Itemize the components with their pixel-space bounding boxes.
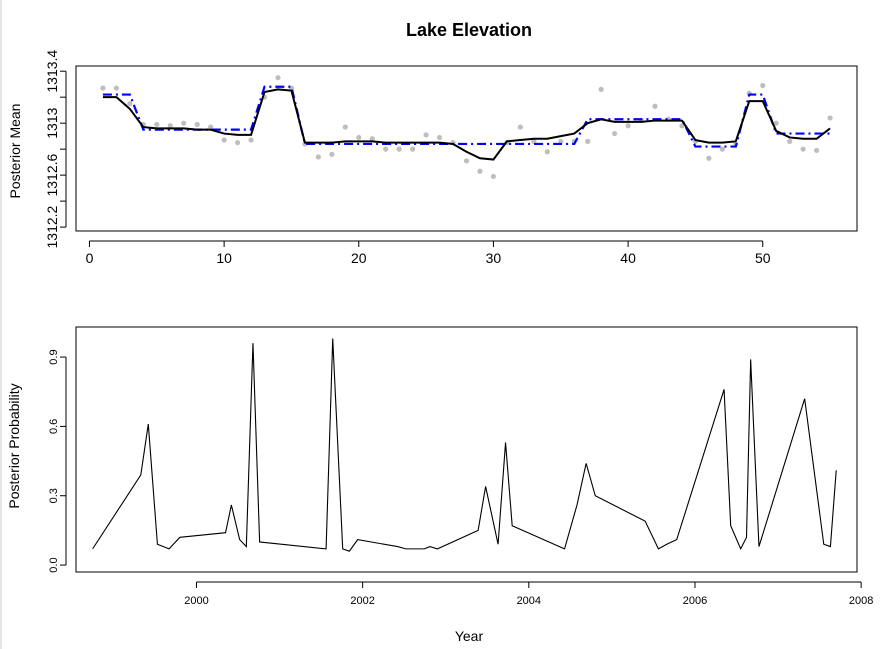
bottom-y-tick-label: 0.9 bbox=[48, 349, 60, 364]
observed-point bbox=[113, 85, 119, 91]
observed-point bbox=[706, 155, 712, 161]
observed-point bbox=[329, 151, 335, 157]
observed-point bbox=[814, 147, 820, 154]
observed-point bbox=[342, 124, 348, 130]
top-y-tick-label: 1312.2 bbox=[44, 205, 60, 248]
observed-point bbox=[383, 146, 389, 152]
bottom-x-tick-label: 2004 bbox=[517, 595, 541, 607]
bottom-x-tick-label: 2008 bbox=[849, 595, 873, 607]
observed-point bbox=[369, 136, 375, 142]
top-y-axis-label: Posterior Mean bbox=[7, 104, 23, 199]
observed-point bbox=[827, 115, 833, 121]
observed-point bbox=[800, 146, 806, 152]
observed-point bbox=[248, 137, 254, 143]
observed-point bbox=[787, 138, 793, 144]
observed-point bbox=[436, 134, 443, 141]
observed-point bbox=[100, 85, 106, 91]
bottom-y-tick-label: 0.6 bbox=[48, 419, 60, 434]
observed-point bbox=[208, 124, 214, 130]
observed-point bbox=[652, 103, 658, 109]
observed-point bbox=[234, 140, 241, 146]
top-y-tick-label: 1312.6 bbox=[44, 154, 60, 197]
top-x-tick-label: 40 bbox=[620, 250, 636, 266]
observed-point bbox=[315, 154, 321, 160]
observed-point bbox=[154, 121, 160, 128]
observed-point bbox=[517, 124, 523, 130]
observed-point bbox=[760, 82, 766, 89]
observed-point bbox=[127, 101, 133, 107]
observed-point bbox=[531, 138, 537, 144]
observed-point bbox=[410, 146, 416, 152]
observed-point bbox=[544, 149, 550, 155]
posterior-probability-panel: 2000 2002 2004 2006 2008 0.0 0.3 0.6 0.9 bbox=[48, 326, 873, 607]
bottom-y-tick-label: 0.3 bbox=[48, 488, 60, 503]
bottom-x-axis-label: Year bbox=[455, 628, 484, 644]
observed-point bbox=[585, 138, 591, 144]
observed-point bbox=[679, 123, 685, 129]
observed-point bbox=[167, 123, 173, 129]
observed-point bbox=[490, 173, 497, 180]
top-plot-frame bbox=[75, 65, 858, 232]
observed-point bbox=[463, 158, 470, 164]
observed-point bbox=[423, 132, 429, 138]
posterior-probability-line bbox=[92, 338, 837, 552]
bottom-y-tick-label: 0.0 bbox=[48, 557, 60, 572]
top-x-tick-label: 30 bbox=[486, 250, 502, 266]
bottom-plot-frame bbox=[75, 326, 858, 573]
observed-point bbox=[356, 134, 362, 141]
observed-point bbox=[612, 130, 618, 137]
model-fit-line bbox=[102, 85, 831, 148]
top-x-tick-label: 20 bbox=[351, 250, 367, 266]
observed-point bbox=[625, 123, 631, 129]
bottom-x-tick-label: 2002 bbox=[350, 595, 374, 607]
bottom-y-axis-label: Posterior Probability bbox=[6, 383, 22, 508]
observed-point bbox=[719, 146, 725, 152]
observed-point bbox=[773, 120, 779, 126]
bottom-x-tick-label: 2000 bbox=[184, 595, 208, 607]
observed-point bbox=[181, 120, 187, 126]
observed-point bbox=[275, 75, 281, 81]
observed-point bbox=[194, 121, 200, 128]
top-x-tick-label: 50 bbox=[755, 250, 771, 266]
top-x-tick-label: 0 bbox=[86, 250, 94, 266]
chart-title: Lake Elevation bbox=[406, 20, 532, 40]
observed-point bbox=[221, 137, 227, 143]
top-y-tick-label: 1313 bbox=[44, 107, 60, 138]
bottom-x-tick-label: 2006 bbox=[683, 595, 707, 607]
top-x-tick-label: 10 bbox=[216, 250, 232, 266]
observed-point bbox=[558, 138, 564, 144]
observed-point bbox=[396, 146, 402, 152]
top-y-tick-label: 1313.4 bbox=[44, 50, 60, 93]
posterior-mean-line bbox=[102, 88, 831, 161]
observed-point bbox=[598, 86, 604, 92]
observed-point bbox=[477, 168, 483, 174]
window-edge bbox=[0, 0, 2, 649]
posterior-mean-panel: 0 10 20 30 40 50 1312.2 1312.6 1313 1313.4 bbox=[44, 50, 858, 266]
